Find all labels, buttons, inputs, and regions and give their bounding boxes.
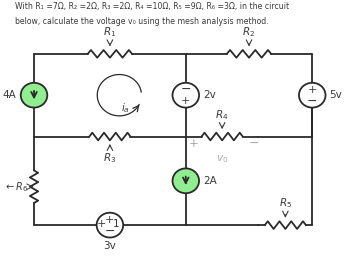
Text: −: − — [307, 95, 317, 108]
Text: $R_2$: $R_2$ — [243, 25, 256, 39]
Text: $R_5$: $R_5$ — [279, 197, 292, 210]
Text: 4A: 4A — [3, 90, 17, 100]
Text: +: + — [189, 137, 198, 150]
Text: $i_a$: $i_a$ — [121, 101, 130, 115]
Text: 2A: 2A — [203, 176, 217, 186]
Circle shape — [299, 83, 326, 108]
Text: With R₁ =7Ω, R₂ =2Ω, R₃ =2Ω, R₄ =10Ω, R₅ =9Ω, R₆ =3Ω, in the circuit: With R₁ =7Ω, R₂ =2Ω, R₃ =2Ω, R₄ =10Ω, R₅… — [15, 2, 289, 11]
Text: $\leftarrow R_6$: $\leftarrow R_6$ — [4, 180, 28, 194]
Text: $v_0$: $v_0$ — [216, 153, 228, 164]
Text: below, calculate the voltage v₀ using the mesh analysis method.: below, calculate the voltage v₀ using th… — [15, 17, 269, 26]
Text: −: − — [105, 224, 115, 238]
Circle shape — [173, 168, 199, 193]
Text: +: + — [181, 96, 190, 106]
Circle shape — [21, 83, 47, 108]
Text: $R_1$: $R_1$ — [103, 25, 117, 39]
Text: 5v: 5v — [330, 90, 342, 100]
Text: 3v: 3v — [104, 241, 116, 251]
Text: −: − — [181, 83, 191, 96]
Text: 1: 1 — [112, 219, 119, 229]
Text: $R_4$: $R_4$ — [216, 108, 229, 122]
Text: +: + — [308, 85, 317, 95]
Text: +: + — [105, 215, 114, 225]
Text: −: − — [248, 137, 259, 150]
Circle shape — [173, 83, 199, 108]
Circle shape — [97, 213, 123, 238]
Text: $R_3$: $R_3$ — [103, 151, 117, 165]
Text: +: + — [97, 219, 106, 229]
Text: 2v: 2v — [203, 90, 216, 100]
